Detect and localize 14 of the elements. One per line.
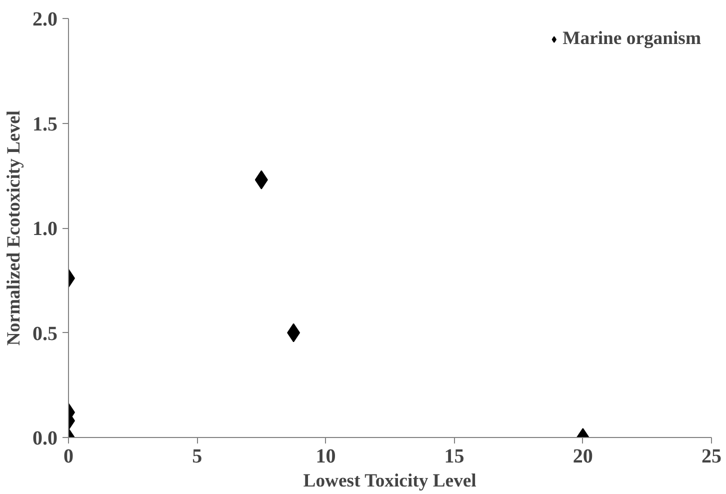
- y-axis-title: Normalized Ecotoxicity Level: [4, 110, 24, 346]
- x-tick-label: 20: [572, 446, 593, 468]
- x-tick-label: 5: [192, 446, 202, 468]
- x-axis-title: Lowest Toxicity Level: [303, 470, 476, 492]
- legend-label: Marine organism: [562, 28, 701, 50]
- x-tick-label: 0: [64, 446, 74, 468]
- y-tick-label: 1.0: [32, 218, 58, 240]
- y-tick-label: 1.5: [32, 113, 58, 136]
- y-tick-label: 2.0: [32, 8, 58, 30]
- x-tick-label: 10: [316, 446, 336, 468]
- y-tick-label: 0.0: [32, 428, 58, 450]
- x-tick-label: 15: [444, 446, 464, 468]
- y-tick-label: 0.5: [32, 322, 58, 345]
- x-tick-label: 25: [702, 446, 722, 468]
